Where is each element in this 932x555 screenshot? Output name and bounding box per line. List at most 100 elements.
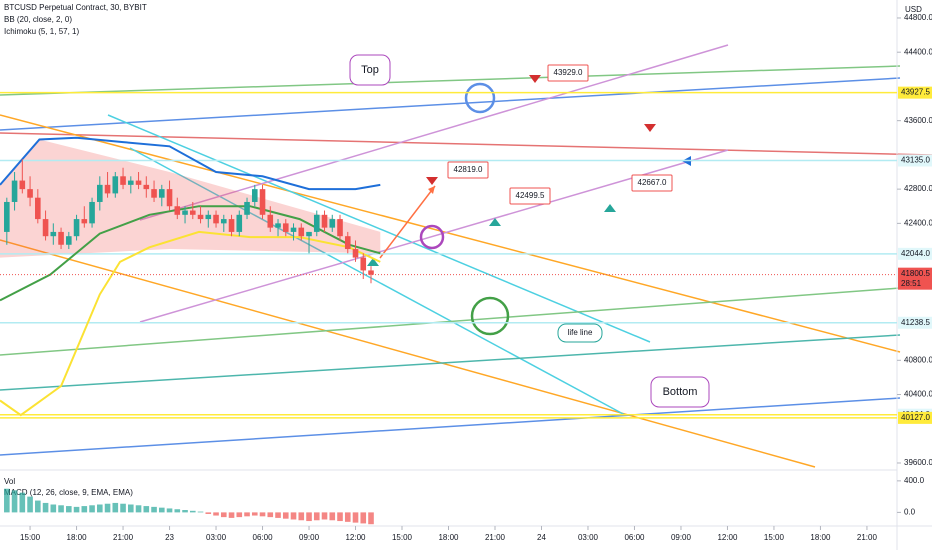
callout-bubble: [349, 54, 391, 86]
price-label-bg: [898, 411, 932, 424]
candle-body: [143, 184, 150, 190]
x-tick-label: 03:00: [206, 533, 227, 542]
histogram-bar: [205, 512, 212, 514]
histogram-bar: [189, 510, 196, 513]
callout-bubble: [650, 376, 710, 408]
histogram-bar: [27, 496, 33, 513]
histogram-bar: [267, 512, 274, 518]
candle-body: [35, 197, 41, 220]
histogram-bar: [344, 512, 351, 522]
x-tick-label: 03:00: [578, 533, 599, 542]
histogram-bar: [89, 505, 95, 513]
price-label-bg: [898, 247, 932, 260]
histogram-bar: [158, 507, 165, 513]
x-tick-label: 09:00: [299, 533, 320, 542]
x-tick-label: 12:00: [717, 533, 738, 542]
indicator-label: BB (20, close, 2, 0): [4, 15, 72, 24]
histogram-bar: [228, 512, 235, 518]
pane-label: Vol: [4, 477, 15, 486]
price-label-bg: [898, 316, 932, 329]
last-price-bg: [898, 267, 932, 290]
histogram-bar: [290, 512, 297, 520]
candle-body: [313, 214, 320, 232]
candle-body: [97, 184, 103, 202]
histogram-bar: [112, 502, 119, 513]
candle-body: [290, 227, 297, 232]
candle-body: [120, 176, 126, 185]
candle-body: [189, 210, 196, 215]
histogram-bar: [337, 512, 343, 522]
trendline: [0, 65, 901, 96]
arrow-line: [379, 185, 436, 259]
x-tick-label: 24: [537, 533, 546, 542]
histogram-bar: [151, 506, 157, 513]
histogram-bar: [50, 504, 57, 513]
candle-body: [112, 176, 119, 194]
icon-neutral: [419, 224, 445, 250]
annotation-text: life line: [568, 328, 593, 337]
histogram-bar: [127, 504, 134, 513]
annotation-text: 42667.0: [638, 178, 667, 187]
y-tick-label: 44800.0: [904, 13, 932, 22]
trendline: [0, 397, 901, 456]
x-tick-label: 12:00: [345, 533, 366, 542]
y-tick-label: 0.0: [904, 507, 916, 516]
histogram-bar: [251, 512, 258, 516]
countdown: 28:51: [901, 279, 922, 288]
price-note: [447, 161, 489, 179]
candle-body: [182, 210, 188, 215]
price-label: 43135.0: [901, 156, 930, 165]
trendline: [0, 287, 901, 356]
x-tick-label: 06:00: [253, 533, 274, 542]
candle-body: [236, 214, 243, 232]
x-tick-label: 09:00: [671, 533, 692, 542]
histogram-bar: [120, 503, 126, 513]
candle-body: [89, 201, 95, 224]
y-tick-label: 40800.0: [904, 355, 932, 364]
pane-label: MACD (12, 26, close, 9, EMA, EMA): [4, 488, 133, 497]
trendline: [0, 77, 901, 131]
candle-body: [267, 214, 274, 228]
y-tick-label: 44400.0: [904, 47, 932, 56]
histogram-bar: [174, 509, 181, 513]
drawings: [0, 44, 932, 468]
candle-body: [66, 236, 72, 245]
y-tick-label: 400.0: [904, 476, 925, 485]
x-tick-label: 18:00: [810, 533, 831, 542]
histogram-bar: [58, 505, 64, 513]
histogram-bar: [166, 508, 173, 513]
candle-body: [244, 201, 250, 215]
histogram-bar: [352, 512, 359, 523]
candle-body: [251, 189, 258, 202]
candle-body: [197, 214, 204, 220]
candle-body: [58, 231, 64, 245]
histogram-bar: [73, 506, 80, 513]
candle-body: [104, 184, 111, 194]
x-tick-label: 21:00: [113, 533, 134, 542]
x-tick-label: 21:00: [857, 533, 878, 542]
price-note: [509, 187, 551, 205]
histogram-bar: [4, 488, 10, 513]
x-tick-label: 15:00: [764, 533, 785, 542]
x-tick-label: 15:00: [20, 533, 41, 542]
candle-body: [27, 189, 33, 198]
trendline: [0, 114, 901, 353]
trendline: [139, 44, 729, 221]
histogram-bar: [306, 512, 312, 522]
last-price-label: 41800.5: [901, 269, 930, 278]
symbol-title: BTCUSD Perpetual Contract, 30, BYBIT: [4, 3, 147, 12]
histogram-bar: [143, 506, 150, 513]
annotation-text: 42499.5: [516, 191, 545, 200]
y-tick-label: 39600.0: [904, 458, 932, 467]
histogram-bar: [182, 510, 188, 513]
histogram-bar: [329, 512, 336, 521]
histogram-bar: [42, 502, 49, 513]
candle-body: [166, 189, 173, 207]
candle-body: [19, 180, 26, 190]
annotation-text: 43929.0: [554, 68, 583, 77]
x-tick-label: 18:00: [438, 533, 459, 542]
candle-body: [42, 219, 49, 237]
icon-face: [470, 296, 510, 336]
annotation-text: Top: [361, 64, 379, 76]
